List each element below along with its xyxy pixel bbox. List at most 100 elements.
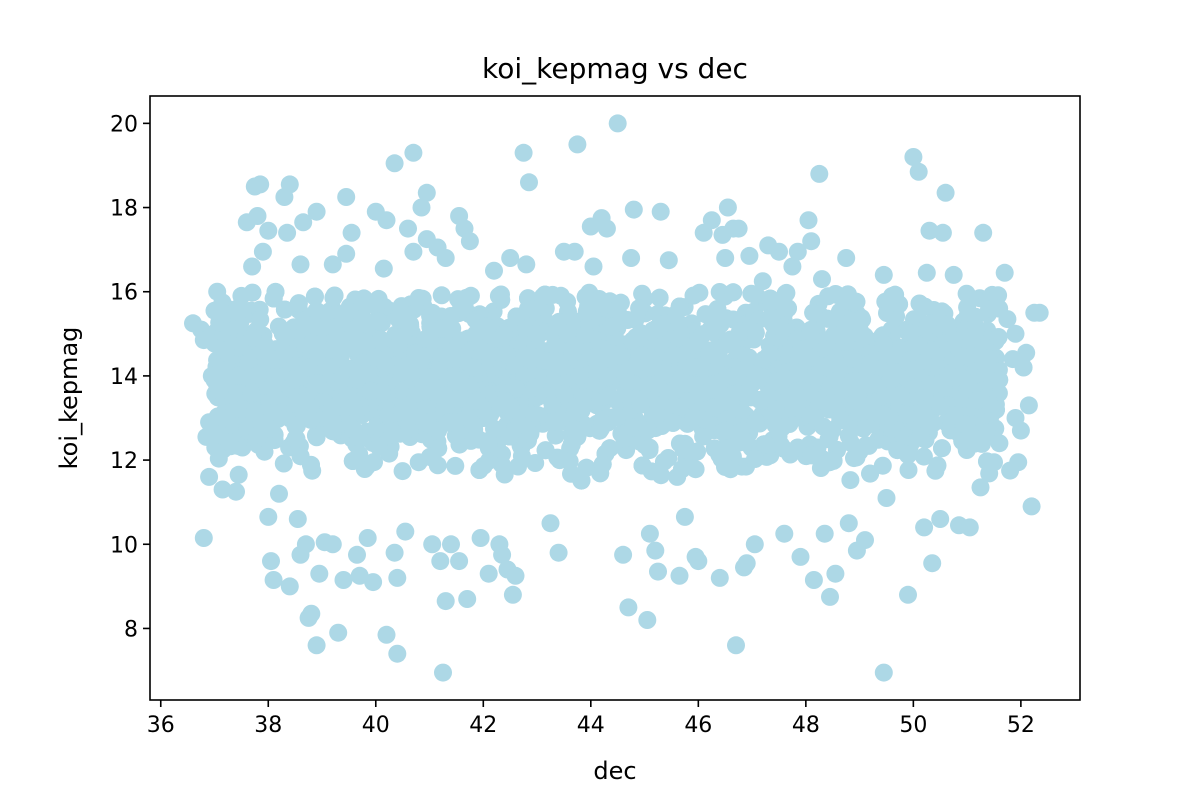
data-point <box>521 424 540 443</box>
data-point <box>825 325 844 344</box>
data-point <box>670 314 689 333</box>
data-point <box>971 478 990 497</box>
y-tick-label: 10 <box>110 533 138 558</box>
data-point <box>285 370 304 389</box>
data-point <box>689 552 708 571</box>
data-point <box>710 283 729 301</box>
data-point <box>631 395 650 414</box>
data-point <box>385 543 404 562</box>
data-point <box>1030 303 1049 322</box>
data-point <box>334 571 353 589</box>
data-point <box>343 452 362 470</box>
data-point <box>933 223 952 242</box>
data-point <box>226 302 245 321</box>
data-point <box>789 363 808 382</box>
data-point <box>675 507 694 526</box>
data-point <box>439 413 458 432</box>
data-point <box>745 535 764 554</box>
data-point <box>576 287 595 306</box>
data-point <box>756 435 775 454</box>
data-point <box>255 442 274 461</box>
data-point <box>659 449 678 467</box>
data-point <box>323 535 342 554</box>
data-point <box>549 352 568 371</box>
data-point <box>674 440 693 459</box>
data-point <box>507 379 526 398</box>
data-point <box>915 297 934 316</box>
data-point <box>874 335 893 354</box>
data-point <box>245 402 264 421</box>
data-point <box>577 302 596 321</box>
data-point <box>640 438 659 457</box>
y-tick-label: 12 <box>110 449 138 474</box>
data-point <box>242 384 261 403</box>
data-point <box>850 442 869 461</box>
data-point <box>608 114 627 133</box>
data-point <box>562 435 581 454</box>
data-point <box>936 183 955 202</box>
data-point <box>646 375 665 394</box>
data-point <box>263 402 282 421</box>
data-point <box>536 441 555 460</box>
data-point <box>861 464 880 483</box>
data-point <box>324 288 343 307</box>
data-point <box>761 289 780 308</box>
data-point <box>910 336 929 355</box>
data-point <box>302 604 321 623</box>
data-point <box>823 421 842 440</box>
data-point <box>200 413 219 432</box>
data-point <box>932 374 951 393</box>
data-point <box>874 663 893 682</box>
data-point <box>633 284 652 303</box>
x-tick-label: 38 <box>254 713 282 738</box>
data-point <box>953 432 972 451</box>
x-axis-label: dec <box>593 757 636 785</box>
data-point <box>704 398 723 417</box>
data-point <box>243 328 262 347</box>
data-point <box>1019 396 1038 415</box>
data-point <box>990 434 1009 453</box>
data-point <box>412 198 431 217</box>
data-point <box>837 249 856 267</box>
data-point <box>550 451 569 470</box>
data-point <box>746 323 765 342</box>
data-point <box>670 297 689 316</box>
data-point <box>896 405 915 424</box>
plot-frame <box>149 95 1081 701</box>
data-point <box>652 466 670 485</box>
data-point <box>842 311 861 330</box>
data-point <box>197 427 216 446</box>
data-point <box>414 377 433 396</box>
data-point <box>729 219 748 238</box>
x-tick-label: 50 <box>899 713 927 738</box>
data-point <box>210 425 229 444</box>
data-point <box>818 309 837 328</box>
data-point <box>358 529 377 547</box>
data-point <box>684 409 703 428</box>
data-point <box>555 385 574 404</box>
data-point <box>813 270 831 289</box>
data-point <box>501 249 520 267</box>
data-point <box>619 373 638 392</box>
data-point <box>960 518 979 537</box>
data-point <box>318 409 337 428</box>
data-point <box>946 406 964 425</box>
data-point <box>624 200 643 219</box>
data-point <box>968 391 987 410</box>
data-point <box>716 421 735 440</box>
data-point <box>275 300 294 319</box>
data-point <box>388 568 407 587</box>
data-point <box>493 545 512 564</box>
data-point <box>526 454 545 472</box>
data-point <box>954 388 973 407</box>
data-point <box>915 518 934 537</box>
data-point <box>546 426 565 445</box>
data-point <box>570 367 589 386</box>
data-point <box>804 571 823 589</box>
data-point <box>890 339 909 358</box>
data-point <box>286 416 305 435</box>
data-point <box>501 397 520 416</box>
data-point <box>526 378 544 397</box>
data-point <box>909 162 928 181</box>
